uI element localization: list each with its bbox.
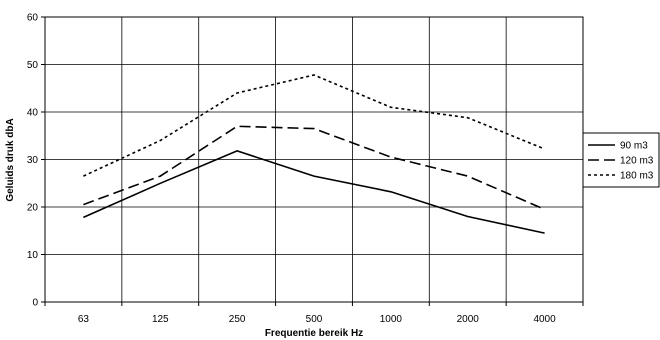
x-tick-label: 125 xyxy=(152,314,169,325)
legend-label: 180 m3 xyxy=(620,171,654,182)
legend: 90 m3 120 m3 180 m3 xyxy=(582,132,660,188)
gridlines xyxy=(41,16,584,306)
legend-label: 90 m3 xyxy=(620,141,648,152)
y-tick-label: 0 xyxy=(32,298,38,309)
y-tick-label: 20 xyxy=(27,203,39,214)
x-tick-label: 4000 xyxy=(533,314,556,325)
x-axis-label: Frequentie bereik Hz xyxy=(265,328,363,339)
y-axis-label: Geluids druk dbA xyxy=(5,118,16,201)
y-tick-label: 50 xyxy=(27,60,39,71)
series-line-90-m3 xyxy=(83,150,545,234)
legend-label: 120 m3 xyxy=(620,156,654,167)
y-tick-labels: 0 10 20 30 40 50 60 xyxy=(27,13,39,309)
x-tick-label: 250 xyxy=(229,314,246,325)
x-tick-label: 2000 xyxy=(457,314,480,325)
series-line-120-m3 xyxy=(83,125,545,211)
x-tick-label: 63 xyxy=(78,314,90,325)
y-tick-label: 30 xyxy=(27,155,39,166)
series-layer xyxy=(83,74,545,234)
series-line-180-m3 xyxy=(83,74,545,177)
x-tick-label: 1000 xyxy=(380,314,403,325)
y-tick-label: 10 xyxy=(27,250,39,261)
x-tick-label: 500 xyxy=(306,314,323,325)
x-tick-labels: 63 125 250 500 1000 2000 4000 xyxy=(78,314,556,325)
y-tick-label: 40 xyxy=(27,108,39,119)
y-tick-label: 60 xyxy=(27,13,39,24)
